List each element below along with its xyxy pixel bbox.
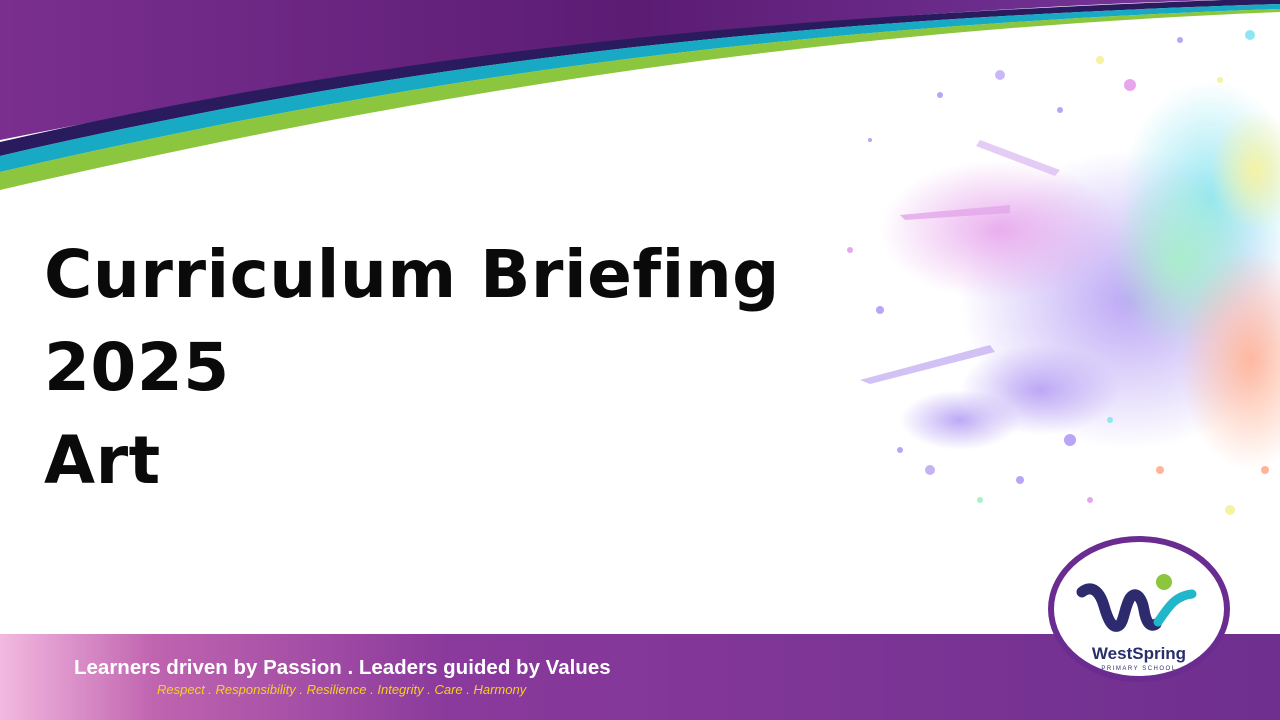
footer-values: Respect . Responsibility . Resilience . …	[157, 682, 527, 697]
title-line-year: 2025	[44, 329, 230, 406]
footer-motto: Learners driven by Passion . Leaders gui…	[74, 656, 611, 679]
school-logo: WestSpring PRIMARY SCHOOL	[1048, 536, 1230, 682]
westspring-emblem-icon	[1076, 574, 1197, 632]
slide-title: Curriculum Briefing 2025 Art	[44, 228, 780, 507]
title-line-subject: Art	[44, 422, 161, 499]
paint-splash	[847, 30, 1280, 515]
logo-school-name: WestSpring	[1091, 644, 1187, 663]
logo-school-subtitle: PRIMARY SCHOOL	[1101, 666, 1177, 672]
top-purple-band	[0, 0, 1280, 140]
title-line-curriculum: Curriculum Briefing	[44, 236, 780, 313]
